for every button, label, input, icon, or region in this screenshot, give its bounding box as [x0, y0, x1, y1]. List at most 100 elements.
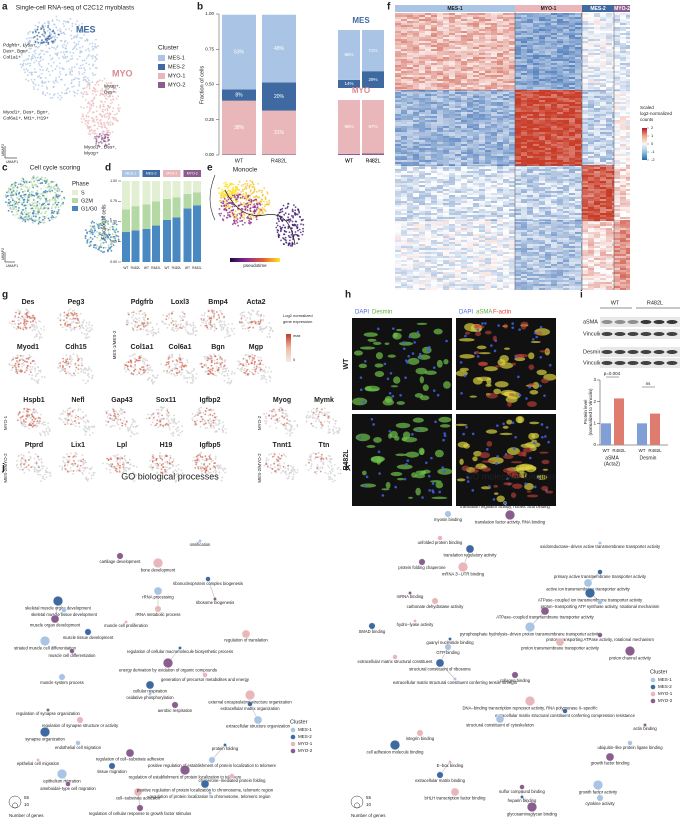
heat-cell [527, 81, 533, 83]
heat-cell [626, 81, 630, 83]
heat-cell [533, 59, 539, 61]
heat-cell [557, 63, 563, 65]
heat-cell [485, 21, 491, 23]
heat-cell [515, 49, 521, 51]
label: Fraction of cells [199, 65, 205, 104]
cell-dot [101, 142, 103, 144]
cell-dot [35, 178, 38, 181]
heat-cell [557, 120, 563, 122]
heat-cell [497, 85, 503, 87]
heat-cell [479, 90, 485, 92]
cell-dot [12, 190, 15, 192]
heat-cell [491, 19, 497, 21]
heat-cell [527, 118, 533, 120]
heat-cell [491, 90, 497, 92]
heat-cell [449, 77, 455, 79]
heat-cell [413, 126, 419, 128]
heat-cell [461, 71, 467, 73]
heat-cell [575, 104, 581, 106]
cell-dot [106, 133, 109, 136]
cell-dot [112, 226, 115, 229]
heat-cell [612, 126, 614, 128]
heat-cell [594, 108, 600, 110]
heat-cell [620, 124, 626, 126]
heat-cell [395, 114, 401, 116]
cell-dot [36, 192, 39, 195]
heat-cell [437, 75, 443, 77]
cell-dot [23, 59, 25, 62]
heat-cell [509, 17, 515, 19]
cell-dot [302, 218, 304, 221]
cell-dot [98, 141, 100, 144]
heat-cell [419, 47, 425, 49]
cell-dot [19, 188, 22, 191]
cell-dot [44, 204, 47, 207]
heat-cell [503, 23, 509, 25]
heat-cell [473, 25, 479, 27]
heat-cell [437, 126, 443, 128]
heat-cell [620, 15, 626, 17]
heat-cell [401, 104, 407, 106]
heat-cell [455, 90, 461, 92]
heat-cell [443, 59, 449, 61]
cell-dot [261, 210, 264, 213]
heat-cell [588, 128, 594, 130]
cell-dot [228, 194, 231, 197]
cell-dot [82, 87, 85, 90]
cell-dot [55, 15, 58, 18]
heat-cell [425, 27, 431, 29]
heat-cell [545, 55, 551, 57]
heat-cell [479, 110, 485, 112]
value-label: 86% [344, 52, 353, 57]
cell-dot [88, 79, 90, 81]
heat-cell [563, 92, 569, 94]
cell-dot [38, 219, 41, 222]
heat-cell [600, 126, 606, 128]
heat-cell [600, 65, 606, 67]
cell-dot [29, 62, 32, 65]
cell-dot [82, 30, 85, 33]
cell-dot [54, 48, 57, 51]
heat-cell [588, 87, 594, 89]
heat-cell [545, 75, 551, 77]
heat-cell [491, 116, 497, 118]
heat-cell [431, 67, 437, 69]
cell-dot [108, 234, 111, 237]
heat-cell [503, 29, 509, 31]
y-tick-label: 1.00 [205, 11, 214, 16]
bar-segment [142, 181, 151, 205]
heat-cell [515, 37, 521, 39]
heat-cell [594, 35, 600, 37]
cell-dot [32, 36, 35, 39]
heat-cell [588, 75, 594, 77]
heat-cell [606, 75, 612, 77]
heat-cell [413, 73, 419, 75]
cell-dot [79, 37, 81, 39]
heat-cell [600, 31, 606, 33]
cell-dot [284, 230, 286, 233]
heat-cell [407, 49, 413, 51]
cell-dot [301, 233, 304, 236]
heat-cell [551, 13, 557, 15]
heat-cell [455, 100, 461, 102]
cell-dot [55, 26, 57, 29]
heat-cell [461, 98, 467, 100]
legend-label: MES-2 [168, 64, 185, 70]
cell-dot [10, 194, 12, 197]
heat-cell [606, 31, 612, 33]
cell-dot [48, 38, 51, 40]
cell-dot [56, 18, 58, 21]
heat-cell [515, 59, 521, 61]
heat-cell [407, 23, 413, 25]
heat-cell [539, 69, 545, 71]
cell-dot [24, 207, 27, 210]
cell-dot [84, 123, 87, 125]
heat-cell [455, 21, 461, 23]
cell-dot [106, 112, 109, 115]
heat-cell [461, 21, 467, 23]
heat-cell [509, 31, 515, 33]
cell-dot [35, 212, 38, 215]
heat-cell [479, 59, 485, 61]
heat-cell [455, 17, 461, 19]
heat-cell [612, 15, 614, 17]
